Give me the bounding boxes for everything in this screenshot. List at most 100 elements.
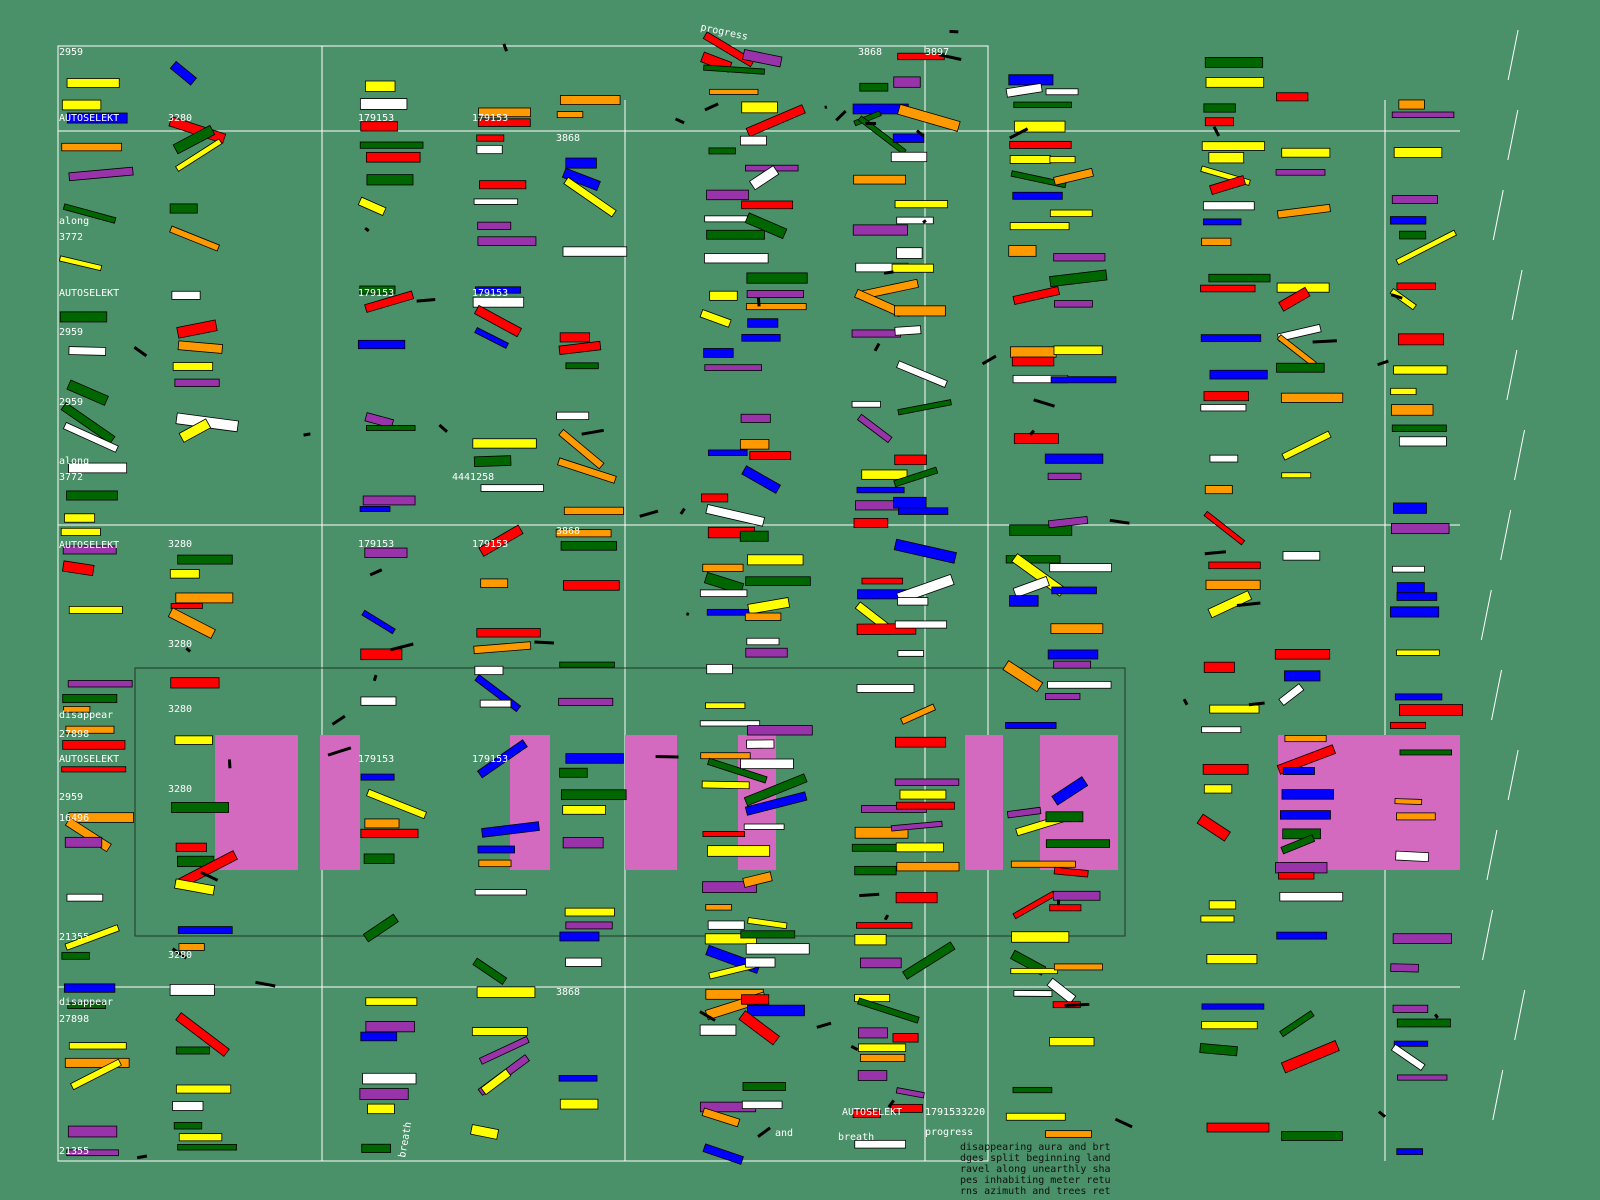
glitch-dash: [1029, 429, 1036, 436]
glitch-dash: [369, 568, 383, 577]
glitch-layer: [58, 29, 1526, 1165]
glitch-bar: [894, 736, 947, 748]
glitch-bar: [1393, 502, 1427, 514]
glitch-dash: [915, 129, 925, 138]
glitch-bar: [365, 788, 428, 820]
glitch-bar: [1206, 954, 1258, 965]
glitch-bar: [853, 518, 889, 529]
glitch-bar: [476, 628, 541, 638]
glitch-bar: [701, 493, 729, 503]
glitch-bar: [741, 994, 770, 1005]
glitch-bar: [1284, 735, 1327, 743]
label: 21355: [59, 932, 89, 943]
inner-box: [134, 667, 1126, 937]
glitch-bar: [699, 1024, 737, 1036]
glitch-bar: [1047, 680, 1112, 689]
glitch-dash: [938, 53, 962, 61]
glitch-dash: [1182, 698, 1189, 706]
glitch-bar: [746, 637, 780, 646]
glitch-bar: [748, 165, 780, 191]
glitch-bar: [1208, 152, 1245, 164]
glitch-dash: [303, 432, 311, 437]
glitch-bar: [739, 439, 770, 450]
glitch-bar: [473, 455, 512, 468]
glitch-bar: [1049, 269, 1108, 288]
paragraph-line: pes inhabiting meter retu: [960, 1175, 1111, 1186]
label: 3280: [168, 784, 192, 795]
glitch-bar: [1207, 590, 1253, 619]
glitch-bar: [703, 348, 734, 358]
glitch-bar: [854, 1139, 906, 1149]
glitch-bar: [1204, 57, 1264, 68]
glitch-bar: [702, 881, 757, 893]
glitch-bar: [1280, 392, 1344, 403]
glitch-bar: [895, 801, 955, 810]
glitch-bar: [897, 597, 929, 606]
glitch-bar: [61, 99, 102, 111]
glitch-bar: [705, 504, 766, 527]
glitch-bar: [701, 780, 750, 790]
glitch-bar: [741, 101, 778, 114]
glitch-bar: [1200, 915, 1235, 923]
glitch-bar: [1045, 1130, 1092, 1138]
glitch-bar: [746, 272, 808, 284]
glitch-slash: [1507, 749, 1519, 801]
glitch-bar: [709, 290, 738, 301]
glitch-bar: [1053, 890, 1101, 901]
glitch-bar: [473, 304, 523, 338]
glitch-slash: [1500, 509, 1512, 561]
glitch-bar: [357, 339, 406, 350]
glitch-bar: [558, 340, 602, 355]
glitch-bar: [704, 933, 757, 945]
glitch-slash: [1511, 269, 1523, 321]
glitch-bar: [706, 663, 733, 675]
glitch-dash: [136, 1154, 148, 1160]
glitch-bar: [477, 236, 537, 246]
glitch-bar: [365, 1020, 415, 1033]
glitch-bar: [66, 893, 104, 902]
glitch-bar: [1280, 810, 1331, 820]
glitch-bar: [1009, 155, 1051, 164]
glitch-bar: [474, 665, 504, 676]
glitch-bar: [1390, 606, 1440, 618]
glitch-bar: [1006, 806, 1042, 819]
label: 3280: [168, 704, 192, 715]
glitch-bar: [854, 865, 897, 876]
glitch-bar: [700, 752, 751, 760]
glitch-bar: [67, 1125, 118, 1138]
glitch-bar: [902, 941, 956, 980]
glitch-bar: [745, 576, 811, 586]
glitch-bar: [70, 1058, 122, 1091]
glitch-dash: [704, 102, 719, 112]
glitch-dash: [534, 640, 555, 645]
glitch-dash: [674, 117, 685, 125]
glitch-bar: [171, 290, 201, 300]
glitch-bar: [1282, 828, 1321, 840]
glitch-bar: [477, 221, 512, 230]
glitch-bar: [478, 107, 531, 118]
glitch-bar: [1204, 485, 1233, 495]
pink-block: [965, 735, 1003, 870]
glitch-bar: [1392, 933, 1452, 944]
glitch-bar: [1206, 1122, 1270, 1133]
glitch-bar: [747, 1004, 805, 1017]
glitch-dash: [873, 342, 881, 352]
glitch-bar: [858, 1043, 907, 1052]
glitch-bar: [362, 1072, 417, 1085]
glitch-bar: [707, 449, 748, 456]
glitch-bar: [58, 255, 103, 272]
glitch-bar: [169, 203, 198, 214]
glitch-dash: [364, 226, 370, 233]
glitch-bar: [61, 951, 90, 960]
glitch-dash: [859, 892, 880, 898]
glitch-bar: [169, 569, 200, 579]
glitch-bar: [68, 462, 128, 474]
glitch-bar: [1002, 660, 1044, 693]
glitch-dash: [1033, 398, 1055, 408]
glitch-bar: [170, 677, 220, 689]
glitch-bar: [1390, 1043, 1426, 1071]
glitch-bar: [1201, 726, 1242, 734]
glitch-bar: [172, 362, 214, 371]
glitch-bar: [854, 994, 891, 1003]
